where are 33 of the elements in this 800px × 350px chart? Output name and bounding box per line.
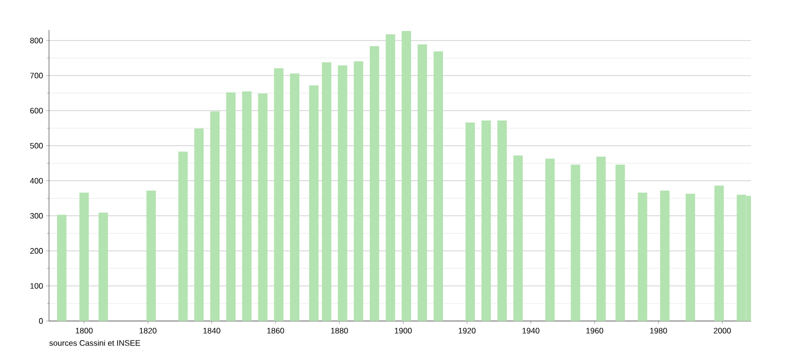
bar	[322, 62, 332, 321]
bar	[596, 156, 606, 321]
bar	[290, 73, 300, 321]
bar	[309, 85, 319, 321]
bar	[545, 158, 555, 321]
bar	[434, 51, 443, 321]
bar	[194, 128, 204, 321]
bar	[714, 186, 724, 321]
bar	[338, 65, 348, 321]
bar	[570, 164, 580, 321]
bar	[258, 93, 268, 321]
bar	[615, 164, 625, 321]
bar	[638, 192, 648, 321]
bar	[481, 120, 491, 321]
bar	[274, 68, 284, 321]
bar	[178, 152, 188, 321]
bar	[57, 214, 66, 321]
bar	[354, 61, 364, 321]
bar	[418, 44, 428, 321]
bar	[686, 194, 696, 321]
bar	[660, 190, 670, 321]
bar	[513, 156, 523, 321]
bar	[386, 34, 396, 321]
bar	[146, 190, 156, 321]
bar	[98, 212, 108, 321]
bar	[370, 46, 380, 321]
bar	[210, 111, 220, 321]
bar	[226, 92, 236, 321]
bar	[465, 122, 475, 321]
bar	[402, 31, 412, 321]
bar	[497, 120, 507, 321]
bar	[79, 192, 89, 321]
bar	[242, 91, 252, 321]
